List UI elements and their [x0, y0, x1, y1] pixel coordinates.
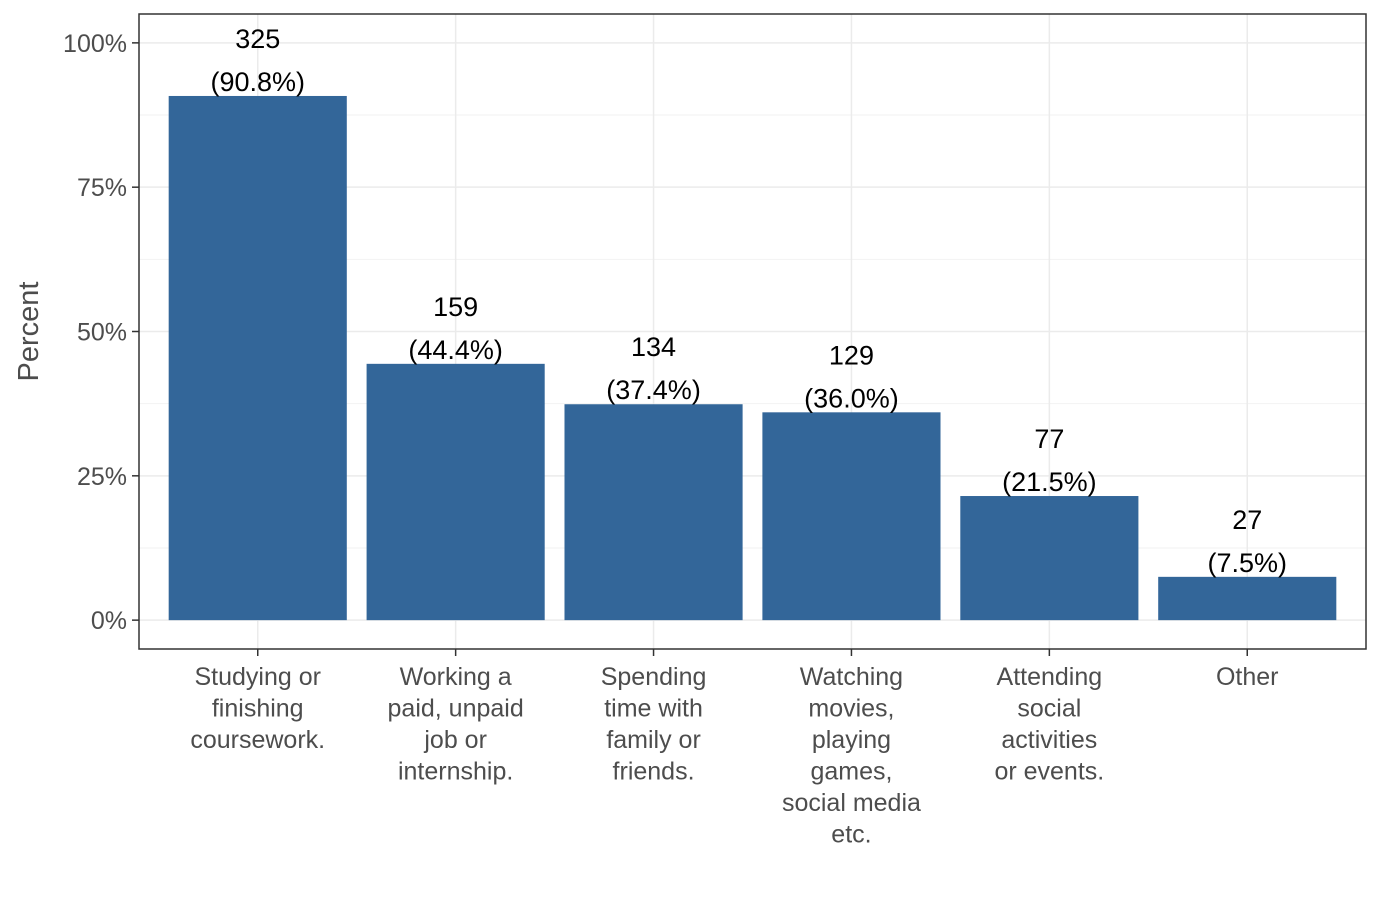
x-tick-label: Studying or finishing coursework. — [190, 663, 325, 754]
x-tick-label-line: paid, unpaid — [388, 695, 524, 723]
x-tick-label-line: family or — [606, 726, 700, 754]
bar — [366, 363, 545, 621]
x-tick-label-line: Other — [1216, 663, 1279, 691]
y-tick-label: 100% — [63, 30, 127, 58]
x-tick-label-line: social media — [782, 789, 921, 817]
y-axis-title: Percent — [13, 282, 45, 382]
x-tick-label-line: playing — [812, 726, 891, 754]
data-label-percent: (21.5%) — [1002, 467, 1097, 497]
x-tick-label-line: Working a — [400, 663, 512, 691]
x-tick-label-line: internship. — [398, 758, 513, 786]
bar — [762, 412, 941, 621]
x-tick-label-line: Attending — [997, 663, 1103, 691]
data-label-count: 325 — [235, 24, 280, 54]
data-label-percent: (44.4%) — [408, 335, 503, 365]
x-tick-label: Watching movies, playing games, social media… — [782, 663, 921, 849]
data-label-percent: (7.5%) — [1207, 548, 1287, 578]
data-label-count: 77 — [1034, 424, 1064, 454]
data-labels: 325 (90.8%) 159 (44.4%) 134 (37.4%) 129 (36.0%)… — [210, 24, 1287, 578]
data-label-percent: (90.8%) — [210, 67, 305, 97]
data-label-count: 159 — [433, 292, 478, 322]
x-tick-label: Spending time with family or friends. — [601, 663, 707, 786]
x-tick-label-line: friends. — [613, 758, 695, 786]
bar — [564, 404, 743, 621]
data-label-count: 27 — [1232, 505, 1262, 535]
y-tick-label: 75% — [77, 174, 127, 202]
x-tick-label-line: Studying or — [195, 663, 321, 691]
x-tick-label-line: Spending — [601, 663, 707, 691]
bar — [1158, 576, 1337, 621]
x-tick-label-line: etc. — [831, 821, 871, 849]
data-label-percent: (37.4%) — [606, 375, 701, 405]
bar — [960, 496, 1139, 621]
x-tick-label-line: social — [1017, 695, 1081, 723]
x-tick-label-line: finishing — [212, 695, 304, 723]
y-tick-label: 0% — [91, 607, 127, 635]
x-tick-label-line: time with — [604, 695, 703, 723]
bars — [168, 95, 1337, 621]
x-tick-label-line: Watching — [800, 663, 903, 691]
data-label-count: 129 — [829, 340, 874, 370]
data-label-count: 134 — [631, 332, 676, 362]
x-tick-label: Other — [1216, 663, 1279, 691]
data-label-percent: (36.0%) — [804, 383, 899, 413]
axes: 0% 25% 50% 75% 100% Studying or finishing cours… — [63, 30, 1278, 849]
y-tick-label: 25% — [77, 463, 127, 491]
x-tick-label-line: games, — [810, 758, 892, 786]
x-tick-label-line: activities — [1001, 726, 1097, 754]
x-tick-label: Attending social activities or events. — [994, 663, 1104, 786]
y-tick-label: 50% — [77, 319, 127, 347]
x-tick-label: Working a paid, unpaid job or internship. — [388, 663, 524, 786]
x-tick-label-line: coursework. — [190, 726, 325, 754]
x-tick-label-line: movies, — [808, 695, 894, 723]
x-tick-label-line: or events. — [994, 758, 1104, 786]
x-tick-label-line: job or — [423, 726, 487, 754]
bar — [168, 95, 347, 621]
